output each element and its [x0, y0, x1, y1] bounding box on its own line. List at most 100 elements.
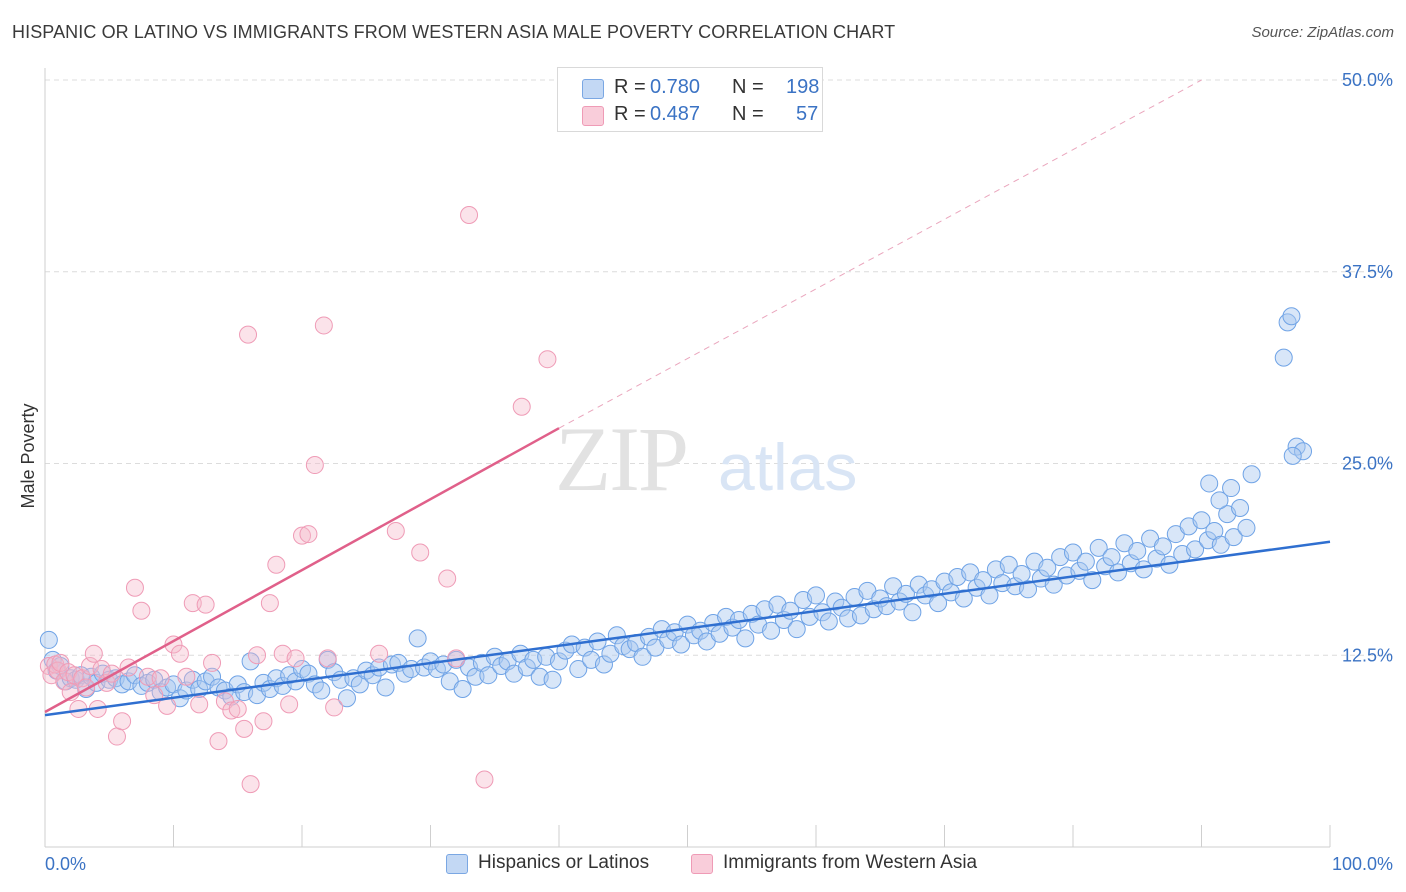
legend-n-value: 57 [796, 103, 819, 125]
point-hispanics [453, 679, 472, 698]
series-western-asia-points [39, 205, 557, 794]
point-hispanics [312, 681, 331, 700]
point-hispanics [569, 660, 588, 679]
point-western-asia [177, 667, 196, 686]
point-hispanics [203, 667, 222, 686]
point-western-asia [438, 569, 457, 588]
legend-swatch-western-asia [582, 106, 604, 126]
point-western-asia [125, 578, 144, 597]
point-hispanics [550, 652, 568, 671]
point-hispanics [479, 666, 498, 685]
point-hispanics [633, 647, 652, 666]
point-western-asia [260, 594, 279, 613]
point-western-asia [267, 555, 286, 574]
point-hispanics [819, 612, 838, 631]
point-hispanics [1274, 348, 1293, 367]
point-hispanics [1153, 537, 1172, 556]
point-western-asia [196, 595, 215, 614]
y-axis-label: Male Poverty [18, 403, 38, 508]
point-hispanics [1224, 528, 1243, 547]
trendline-western-asia [44, 427, 560, 714]
point-hispanics [293, 660, 311, 679]
trendline-western-asia-extension [558, 79, 1202, 429]
point-hispanics [543, 670, 562, 689]
watermark-atlas: atlas [718, 430, 857, 504]
point-western-asia [203, 653, 222, 672]
point-hispanics [1283, 446, 1302, 465]
point-western-asia [314, 316, 333, 335]
point-western-asia [325, 698, 344, 717]
point-hispanics [594, 655, 613, 674]
point-western-asia [183, 594, 202, 613]
trendlines [44, 79, 1331, 717]
point-western-asia [286, 649, 305, 668]
y-tick-label: 50.0% [1342, 70, 1393, 90]
point-hispanics [427, 660, 446, 679]
point-hispanics [999, 555, 1018, 574]
x-tick-label: 100.0% [1332, 854, 1393, 874]
ticks: 12.5% 25.0% 37.5% 50.0% 0.0% 100.0% [44, 70, 1393, 874]
point-western-asia [92, 660, 111, 679]
point-western-asia [239, 325, 258, 344]
point-hispanics [408, 629, 427, 648]
point-hispanics [1186, 540, 1205, 559]
y-tick-label: 25.0% [1342, 454, 1393, 474]
gridlines [45, 79, 1392, 656]
point-western-asia [411, 543, 430, 562]
point-western-asia [132, 601, 151, 620]
point-hispanics [1287, 437, 1306, 456]
point-western-asia [209, 732, 228, 751]
legend-n-value: 198 [786, 76, 820, 98]
point-hispanics [1242, 465, 1261, 484]
point-western-asia [113, 712, 132, 731]
bottom-legend-swatch-hispanics [446, 854, 468, 874]
point-western-asia [293, 526, 311, 545]
point-western-asia [138, 667, 157, 686]
legend-r-label: R = [614, 103, 646, 125]
y-tick-label: 12.5% [1342, 645, 1393, 665]
point-western-asia [538, 350, 557, 369]
y-tick-label: 37.5% [1342, 262, 1393, 282]
point-hispanics [517, 658, 536, 677]
legend-n-label: N = [732, 103, 764, 125]
point-hispanics [1102, 548, 1121, 567]
point-western-asia [170, 644, 189, 663]
point-western-asia [370, 644, 389, 663]
watermark: ZIP atlas [555, 408, 857, 510]
point-western-asia [460, 205, 479, 224]
point-western-asia [318, 649, 337, 668]
point-hispanics [1294, 442, 1313, 461]
point-hispanics [337, 689, 356, 708]
legend-r-value: 0.487 [650, 103, 701, 125]
legend-r-label: R = [614, 76, 646, 98]
point-western-asia [299, 525, 318, 544]
point-hispanics [1128, 541, 1147, 560]
point-western-asia [241, 775, 260, 794]
point-hispanics [1076, 552, 1095, 571]
point-hispanics [1210, 491, 1229, 510]
point-western-asia [107, 727, 126, 746]
point-western-asia [235, 719, 254, 738]
point-hispanics [1064, 543, 1082, 562]
bottom-legend-label-hispanics: Hispanics or Latinos [478, 852, 650, 873]
chart-title: HISPANIC OR LATINO VS IMMIGRANTS FROM WE… [12, 22, 896, 42]
point-western-asia [512, 397, 531, 416]
point-western-asia [222, 701, 241, 720]
chart-source: Source: ZipAtlas.com [1251, 24, 1394, 41]
bottom-legend-swatch-western-asia [691, 854, 713, 874]
point-hispanics [736, 629, 755, 648]
trendline-hispanics [44, 540, 1331, 717]
point-hispanics [1083, 571, 1102, 590]
point-western-asia [248, 646, 267, 665]
point-western-asia [190, 695, 209, 714]
point-western-asia [51, 653, 70, 672]
point-hispanics [1038, 558, 1057, 577]
legend-swatch-hispanics [582, 79, 604, 99]
point-hispanics [672, 635, 691, 654]
legend: R = 0.780 N = 198 R = 0.487 N = 57 [557, 67, 823, 132]
point-western-asia [254, 712, 273, 731]
point-hispanics [1237, 518, 1256, 537]
point-hispanics [1231, 498, 1250, 517]
point-hispanics [1200, 474, 1219, 493]
